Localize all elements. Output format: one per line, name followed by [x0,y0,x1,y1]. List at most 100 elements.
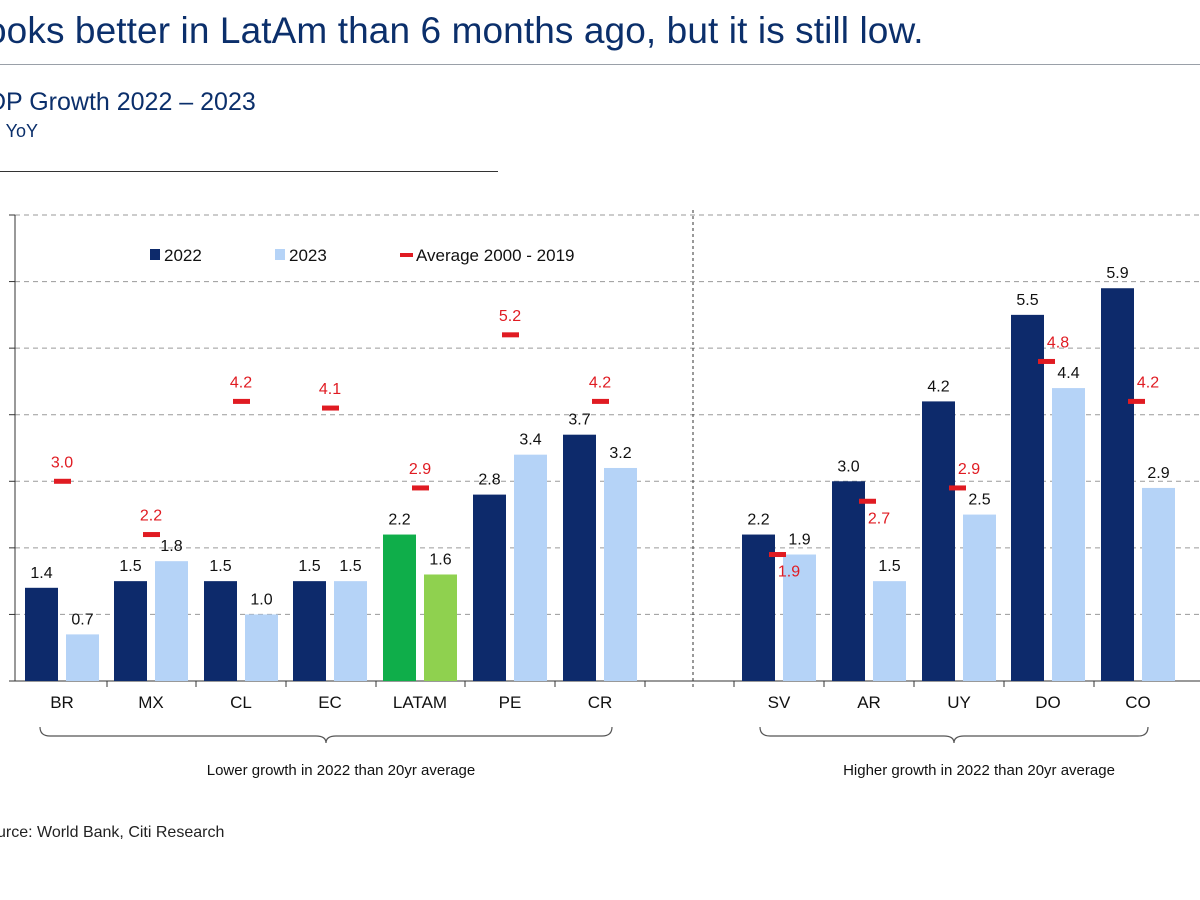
category-label-pe: PE [499,693,522,712]
data-label-2023: 1.5 [878,558,900,575]
category-label-br: BR [50,693,74,712]
data-label-2022: 2.2 [388,512,410,529]
average-label: 4.2 [230,374,252,391]
subtitle-divider [0,171,498,172]
average-marker [1128,398,1145,404]
average-marker [1038,358,1055,364]
bar-2023-co [1142,487,1175,681]
data-label-2023: 1.6 [429,551,451,568]
category-label-cr: CR [588,693,613,712]
legend-label-average: Average 2000 - 2019 [416,246,574,265]
category-label-ec: EC [318,693,342,712]
data-label-2023: 2.9 [1147,465,1169,482]
average-marker [54,478,71,484]
legend-swatch-average [400,253,413,257]
bar-2023-uy [963,514,996,681]
chart-title: DP Growth 2022 – 2023 [0,88,256,116]
average-label: 4.2 [1137,374,1159,391]
bar-2022-latam [383,534,416,681]
average-marker [592,398,609,404]
source-note: urce: World Bank, Citi Research [0,824,225,841]
data-label-2022: 1.5 [298,558,320,575]
bar-2022-ar [832,481,865,681]
average-marker [233,398,250,404]
bar-2023-ec [334,581,367,681]
category-label-cl: CL [230,693,252,712]
group-label-lower: Lower growth in 2022 than 20yr average [207,762,476,779]
group-brace-higher [759,726,1149,744]
data-label-2023: 1.8 [160,538,182,555]
bar-2022-co [1101,288,1134,681]
category-label-latam: LATAM [393,693,447,712]
bar-2023-br [66,634,99,681]
bar-2023-do [1052,388,1085,681]
data-label-2023: 1.5 [339,558,361,575]
data-label-2022: 3.7 [568,412,590,429]
average-label: 4.2 [589,374,611,391]
average-marker [769,552,786,558]
data-label-2023: 1.0 [250,591,272,608]
data-label-2022: 1.5 [209,558,231,575]
data-label-2022: 1.5 [119,558,141,575]
bar-2023-ar [873,581,906,681]
bar-2022-br [25,587,58,681]
average-marker [949,485,966,491]
legend-swatch-2022 [150,249,160,260]
bar-2023-mx [155,561,188,681]
data-label-2022: 1.4 [30,565,52,582]
bar-2022-mx [114,581,147,681]
bar-2023-cl [245,614,278,681]
average-label: 4.8 [1047,334,1069,351]
data-label-2022: 2.2 [747,512,769,529]
category-label-ar: AR [857,693,881,712]
category-label-uy: UY [947,693,971,712]
data-label-2023: 2.5 [968,492,990,509]
average-label: 2.2 [140,508,162,525]
group-label-higher: Higher growth in 2022 than 20yr average [843,762,1115,779]
bar-2022-do [1011,314,1044,681]
bar-2022-cr [563,434,596,681]
bar-2022-uy [922,401,955,681]
chart-unit-label: , YoY [0,121,39,141]
bar-2023-pe [514,454,547,681]
bar-2023-sv [783,554,816,681]
average-marker [322,405,339,411]
legend-label-2023: 2023 [289,246,327,265]
group-brace-lower [39,726,613,744]
data-label-2023: 3.2 [609,445,631,462]
legend-label-2022: 2022 [164,246,202,265]
bar-2023-cr [604,467,637,681]
average-marker [502,332,519,338]
bar-2022-sv [742,534,775,681]
average-label: 5.2 [499,308,521,325]
bar-2022-pe [473,494,506,681]
average-marker [412,485,429,491]
average-label: 2.9 [958,461,980,478]
data-label-2022: 5.9 [1106,265,1128,282]
headline: ooks better in LatAm than 6 months ago, … [0,10,924,51]
bar-2022-ec [293,581,326,681]
average-label: 3.0 [51,454,73,471]
category-label-do: DO [1035,693,1061,712]
header-divider [0,64,1200,65]
bar-2022-cl [204,581,237,681]
data-label-2023: 3.4 [519,432,541,449]
average-label: 2.9 [409,461,431,478]
data-label-2023: 0.7 [71,611,93,628]
average-label: 1.9 [778,564,800,581]
legend-swatch-2023 [275,249,285,260]
average-marker [859,498,876,504]
data-label-2023: 4.4 [1057,365,1079,382]
category-label-mx: MX [138,693,164,712]
data-label-2022: 2.8 [478,472,500,489]
data-label-2022: 4.2 [927,378,949,395]
average-label: 2.7 [868,510,890,527]
data-label-2022: 3.0 [837,458,859,475]
category-label-co: CO [1125,693,1151,712]
average-label: 4.1 [319,381,341,398]
data-label-2023: 1.9 [788,532,810,549]
category-label-sv: SV [768,693,791,712]
bar-2023-latam [424,574,457,681]
data-label-2022: 5.5 [1016,292,1038,309]
